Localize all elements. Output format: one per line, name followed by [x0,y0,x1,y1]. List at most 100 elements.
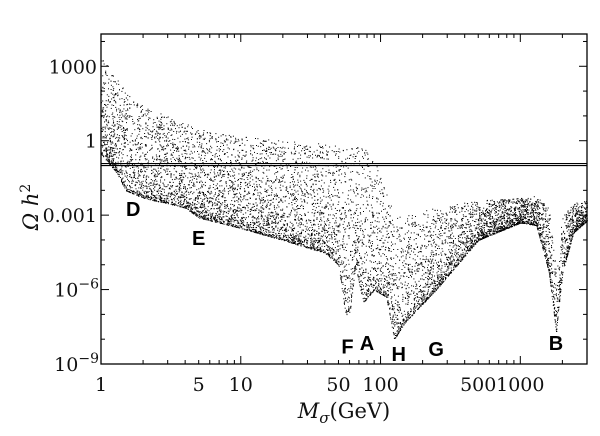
data-point [176,132,177,134]
data-point [164,135,166,137]
data-point [208,165,210,167]
data-point [482,218,484,220]
data-point [240,208,242,210]
data-point [460,253,462,255]
data-point [194,203,196,205]
data-point [262,150,263,151]
data-point [112,75,114,76]
data-point [359,280,361,282]
data-point [297,240,299,242]
data-point [173,174,175,176]
data-point [313,245,315,247]
data-point [198,146,200,148]
data-point [137,124,139,126]
data-point [319,243,321,245]
data-point [262,160,264,162]
data-point [212,204,214,206]
data-point [516,198,518,200]
data-point [407,311,409,313]
data-point [270,147,272,149]
data-point [146,188,148,190]
data-point [336,240,338,242]
data-point [419,306,421,308]
data-point [514,213,516,215]
data-point [159,197,161,199]
data-point [163,189,165,191]
data-point [152,136,153,138]
data-point [160,177,162,179]
data-point [542,207,544,209]
data-point [310,243,312,245]
data-point [376,288,378,290]
data-point [334,259,336,261]
data-point [388,272,390,273]
data-point [370,261,372,263]
data-point [246,226,248,228]
data-point [191,133,193,135]
data-point [297,243,299,245]
data-point [142,128,144,130]
data-point [353,153,355,155]
data-point [160,124,162,126]
data-point [371,211,373,213]
data-point [532,203,534,205]
data-point [567,253,569,255]
data-point [390,317,391,319]
data-point [220,221,222,223]
data-point [280,200,282,202]
data-point [129,148,131,150]
data-point [203,215,204,217]
data-point [161,121,162,123]
data-point [370,178,372,180]
data-point [295,237,297,239]
data-point [306,156,308,158]
data-point [362,241,364,243]
data-point [488,212,490,214]
data-point [139,117,141,119]
data-point [284,234,286,236]
data-point [162,188,164,190]
data-point [123,145,125,147]
data-point [390,245,392,247]
data-point [257,221,259,223]
data-point [559,280,561,282]
data-point [550,265,551,267]
data-point [216,188,218,189]
data-point [313,206,315,207]
data-point [231,200,233,202]
data-point [143,197,145,199]
data-point [193,145,195,147]
data-point [577,208,579,210]
data-point [220,191,222,193]
data-point [303,244,305,246]
data-point [234,196,236,198]
data-point [315,167,317,169]
data-point [112,159,114,161]
data-point [305,228,307,230]
data-point [256,185,258,187]
data-point [489,217,490,219]
data-point [185,175,187,177]
data-point [501,223,503,225]
data-point [298,238,300,240]
data-point [204,174,206,176]
data-point [241,218,243,220]
data-point [153,175,155,177]
data-point [321,147,323,148]
data-point [487,212,489,214]
data-point [316,189,318,191]
data-point [258,215,259,217]
data-point [400,282,402,284]
data-point [197,211,199,213]
data-point [421,245,423,247]
data-point [446,236,448,238]
data-point [138,192,140,194]
data-point [393,306,395,308]
data-point [156,131,158,133]
data-point [173,199,175,201]
data-point [479,234,481,236]
data-point [210,159,211,161]
data-point [518,220,520,222]
data-point [174,203,176,205]
data-point [157,132,159,134]
